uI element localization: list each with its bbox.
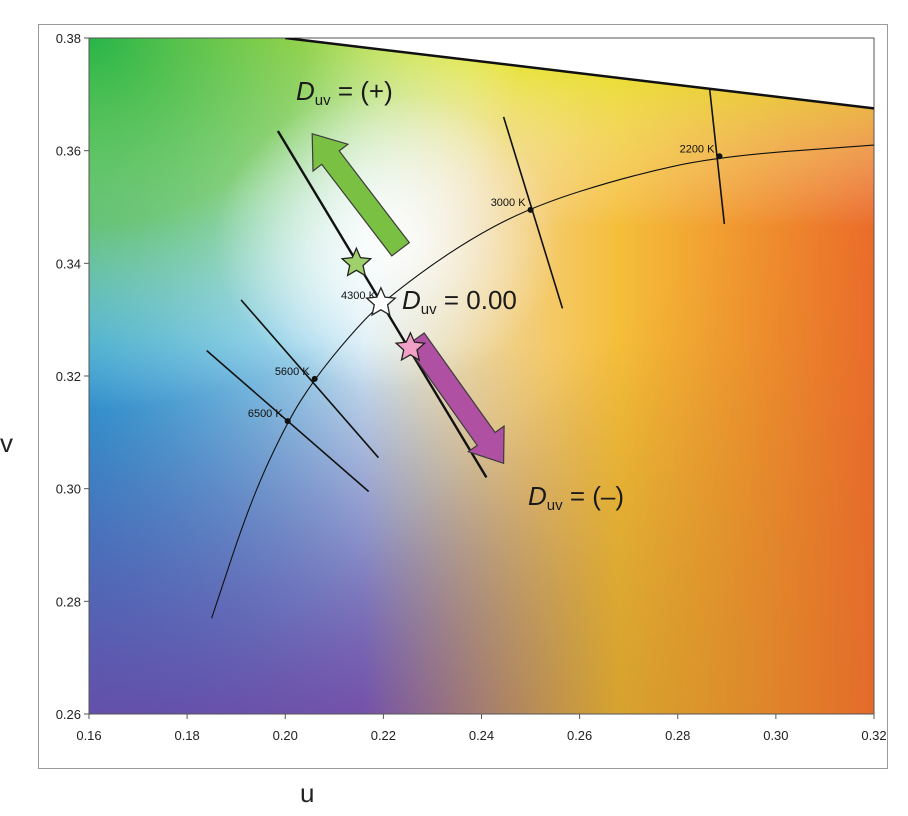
star-marker-positive	[340, 246, 373, 277]
isotherm-line	[240, 299, 380, 459]
y-tick-label: 0.26	[56, 707, 81, 722]
x-tick-label: 0.24	[469, 728, 494, 743]
duv-d: D	[528, 481, 547, 511]
duv-zero-label: Duv = 0.00	[402, 285, 517, 318]
isotherm-label: 2200 K	[680, 143, 716, 155]
x-tick-label: 0.28	[665, 728, 690, 743]
duv-subscript: uv	[547, 497, 563, 514]
isotherm-point	[716, 153, 723, 160]
duv-subscript: uv	[315, 92, 331, 109]
outside-locus-region	[89, 38, 874, 109]
duv-value: = (–)	[563, 481, 624, 511]
duv-value: = 0.00	[437, 285, 517, 315]
y-tick-label: 0.38	[56, 31, 81, 46]
toward-positive-duv-arrow	[311, 132, 411, 257]
y-tick-label: 0.30	[56, 482, 81, 497]
x-axis-ticks: 0.16 0.18 0.20 0.22 0.24 0.26 0.28 0.30 0.32	[76, 714, 887, 743]
duv-minus-label: Duv = (–)	[528, 481, 624, 514]
spectrum-locus-edge	[285, 38, 874, 110]
isotherm-point	[311, 375, 318, 382]
duv-plus-label: Duv = (+)	[296, 76, 393, 109]
isotherm-point	[527, 206, 534, 213]
x-tick-label: 0.32	[861, 728, 886, 743]
isotherm-5600k: 5600 K	[240, 299, 380, 459]
markers	[340, 246, 427, 362]
duv-arrows	[311, 132, 505, 465]
duv-subscript: uv	[421, 301, 437, 318]
y-tick-label: 0.28	[56, 594, 81, 609]
x-tick-label: 0.22	[371, 728, 396, 743]
y-tick-label: 0.36	[56, 144, 81, 159]
duv-value: = (+)	[331, 76, 393, 106]
x-tick-label: 0.18	[174, 728, 199, 743]
x-tick-label: 0.30	[763, 728, 788, 743]
isotherm-label: 5600 K	[275, 366, 311, 378]
chart-frame	[38, 24, 888, 769]
color-field-white	[89, 38, 874, 714]
duv-d: D	[296, 76, 315, 106]
y-axis-ticks: 0.26 0.28 0.30 0.32 0.34 0.36 0.38	[56, 31, 89, 722]
star-marker-zero	[365, 286, 397, 317]
toward-negative-duv-arrow	[405, 332, 505, 465]
chromaticity-background	[89, 38, 874, 714]
x-axis-label: u	[300, 778, 314, 808]
y-axis-label: v	[0, 428, 13, 458]
duv-d: D	[402, 285, 421, 315]
isotherm-line	[502, 116, 564, 309]
isotherm-2200k: 2200 K	[680, 88, 726, 224]
isotherm-6500k: 6500 K	[206, 350, 370, 493]
y-tick-label: 0.32	[56, 369, 81, 384]
x-tick-label: 0.20	[273, 728, 298, 743]
star-marker-negative	[394, 331, 427, 362]
isotherm-label: 6500 K	[248, 408, 284, 420]
y-tick-label: 0.34	[56, 256, 81, 271]
isotherm-label: 3000 K	[491, 197, 527, 209]
x-tick-label: 0.16	[76, 728, 101, 743]
x-tick-label: 0.26	[567, 728, 592, 743]
isotherm-point	[284, 418, 291, 425]
isotherm-3000k: 3000 K	[491, 116, 564, 309]
